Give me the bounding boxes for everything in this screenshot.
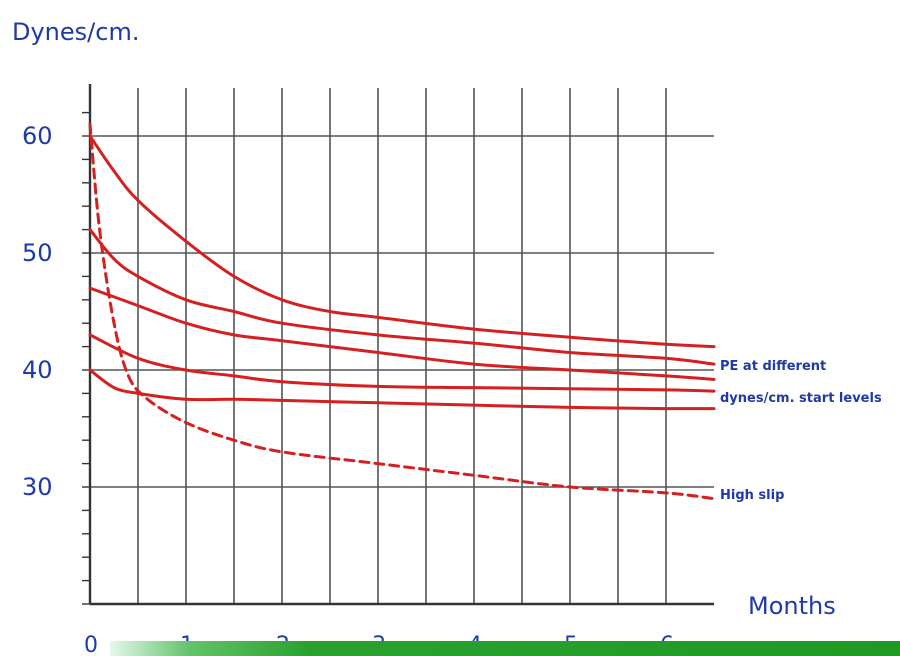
- series-line-3: [88, 286, 716, 381]
- series-line-2: [88, 228, 716, 366]
- x-axis-title: Months: [748, 592, 836, 620]
- series-line-4: [88, 333, 716, 393]
- annotation-start-levels: dynes/cm. start levels: [720, 391, 882, 406]
- y-tick-label: 50: [22, 239, 53, 267]
- axes: [82, 84, 714, 606]
- y-tick-label: 60: [22, 122, 53, 150]
- y-tick-label: 30: [22, 473, 53, 501]
- y-axis-title: Dynes/cm.: [12, 18, 139, 46]
- y-tick-label: 40: [22, 356, 53, 384]
- series-line-5: [88, 368, 716, 411]
- bottom-gradient-bar: [110, 641, 900, 656]
- series: [88, 122, 716, 501]
- series-line-1: [88, 134, 716, 349]
- annotation-pe-different: PE at different: [720, 359, 826, 374]
- x-tick-label: 0: [84, 633, 98, 656]
- annotation-high-slip: High slip: [720, 488, 784, 503]
- series-line-6: [88, 122, 716, 501]
- y-tick-labels: 30 40 50 60: [22, 122, 53, 501]
- grid: [90, 88, 714, 604]
